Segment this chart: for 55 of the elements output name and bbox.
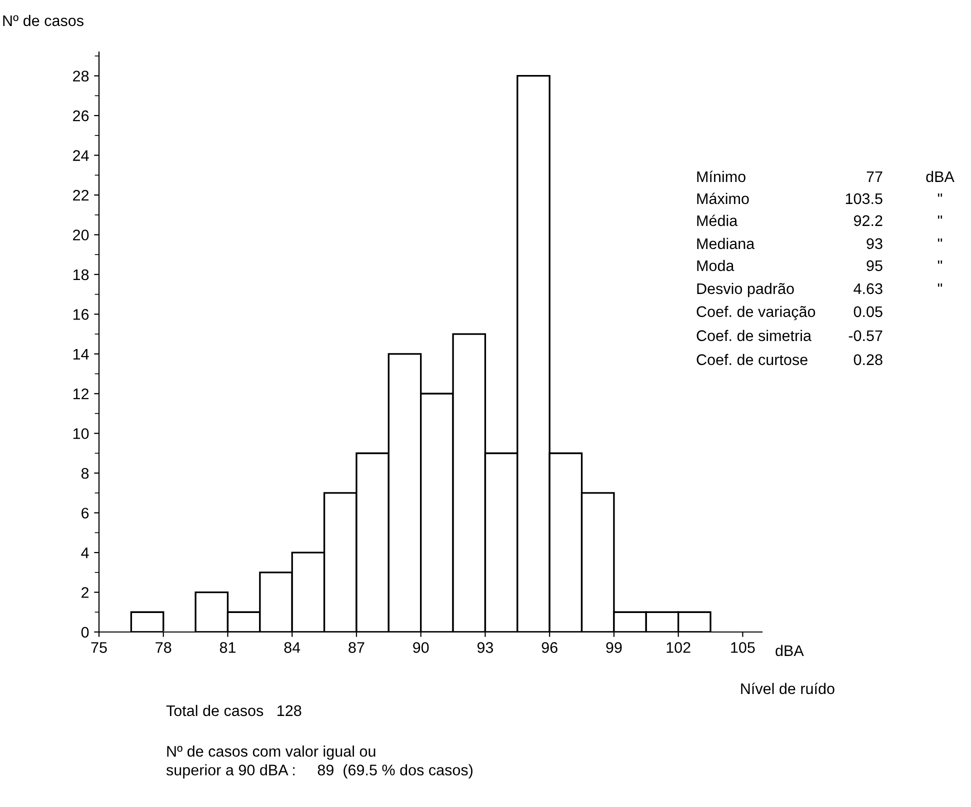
annotation: Mínimo [697, 170, 746, 182]
text: Total de casos 128 [166, 704, 302, 716]
x-tick-label: 102 [666, 642, 690, 653]
y-tick-label: 26 [73, 110, 89, 122]
y-tick-label: 22 [73, 190, 89, 201]
annotation: Coef. de variação [696, 306, 816, 320]
x-tick-label: 105 [731, 642, 755, 653]
text: 95 [866, 260, 882, 272]
text: dBA [926, 170, 954, 182]
x-tick-label: 99 [606, 642, 622, 653]
y-tick-label: 2 [82, 587, 89, 598]
y-tick-label: 8 [81, 468, 89, 479]
y-axis-title: Nº de casos [3, 14, 84, 26]
y-tick-label: 10 [73, 428, 89, 440]
text: 92.2 [854, 215, 882, 226]
x-axis-title: Nível de ruído [741, 682, 834, 694]
text: -0.57 [848, 330, 882, 342]
text: 93 [866, 238, 882, 250]
annotation: Moda [697, 260, 734, 272]
x-tick-label: 84 [284, 642, 300, 653]
x-tick-label: 90 [413, 642, 429, 653]
x-tick-label: 96 [542, 642, 558, 653]
text: 77 [866, 171, 882, 182]
annotation: Máximo [697, 192, 749, 204]
annotation: Coef. de curtose [696, 354, 808, 366]
y-tick-label: 18 [73, 269, 89, 280]
annotation: Desvio padrão [697, 282, 794, 298]
text: " [938, 215, 942, 219]
text: " [938, 193, 942, 197]
y-tick-label: 24 [73, 150, 89, 161]
annotation: Coef. de simetria [696, 330, 812, 342]
text: " [938, 283, 942, 287]
y-tick-label: 12 [73, 388, 89, 400]
y-tick-label: 16 [73, 309, 89, 320]
text: Nº de casos com valor igual ou superior a 90 dBA : 89 (69.5 % dos casos) [166, 746, 472, 778]
x-tick-label: 93 [477, 642, 494, 653]
annotation: Mediana [697, 238, 755, 250]
text: " [938, 238, 942, 242]
y-tick-label: 6 [82, 508, 89, 519]
annotation: Média [697, 214, 738, 226]
text: dBA [776, 644, 804, 656]
text: 103.5 [846, 193, 882, 204]
y-tick-label: 20 [73, 230, 89, 240]
text: 0.05 [854, 306, 882, 318]
y-tick-label: 4 [81, 548, 89, 558]
x-tick-label: 75 [91, 642, 107, 653]
y-tick-label: 14 [73, 348, 89, 360]
text: 4.63 [854, 283, 882, 294]
text: 0.28 [854, 354, 882, 366]
text: " [938, 260, 942, 264]
x-tick-label: 81 [220, 642, 236, 653]
y-tick-label: 28 [73, 70, 89, 82]
x-tick-label: 87 [348, 642, 364, 653]
y-tick-label: 0 [81, 626, 89, 638]
x-tick-label: 78 [156, 642, 172, 653]
